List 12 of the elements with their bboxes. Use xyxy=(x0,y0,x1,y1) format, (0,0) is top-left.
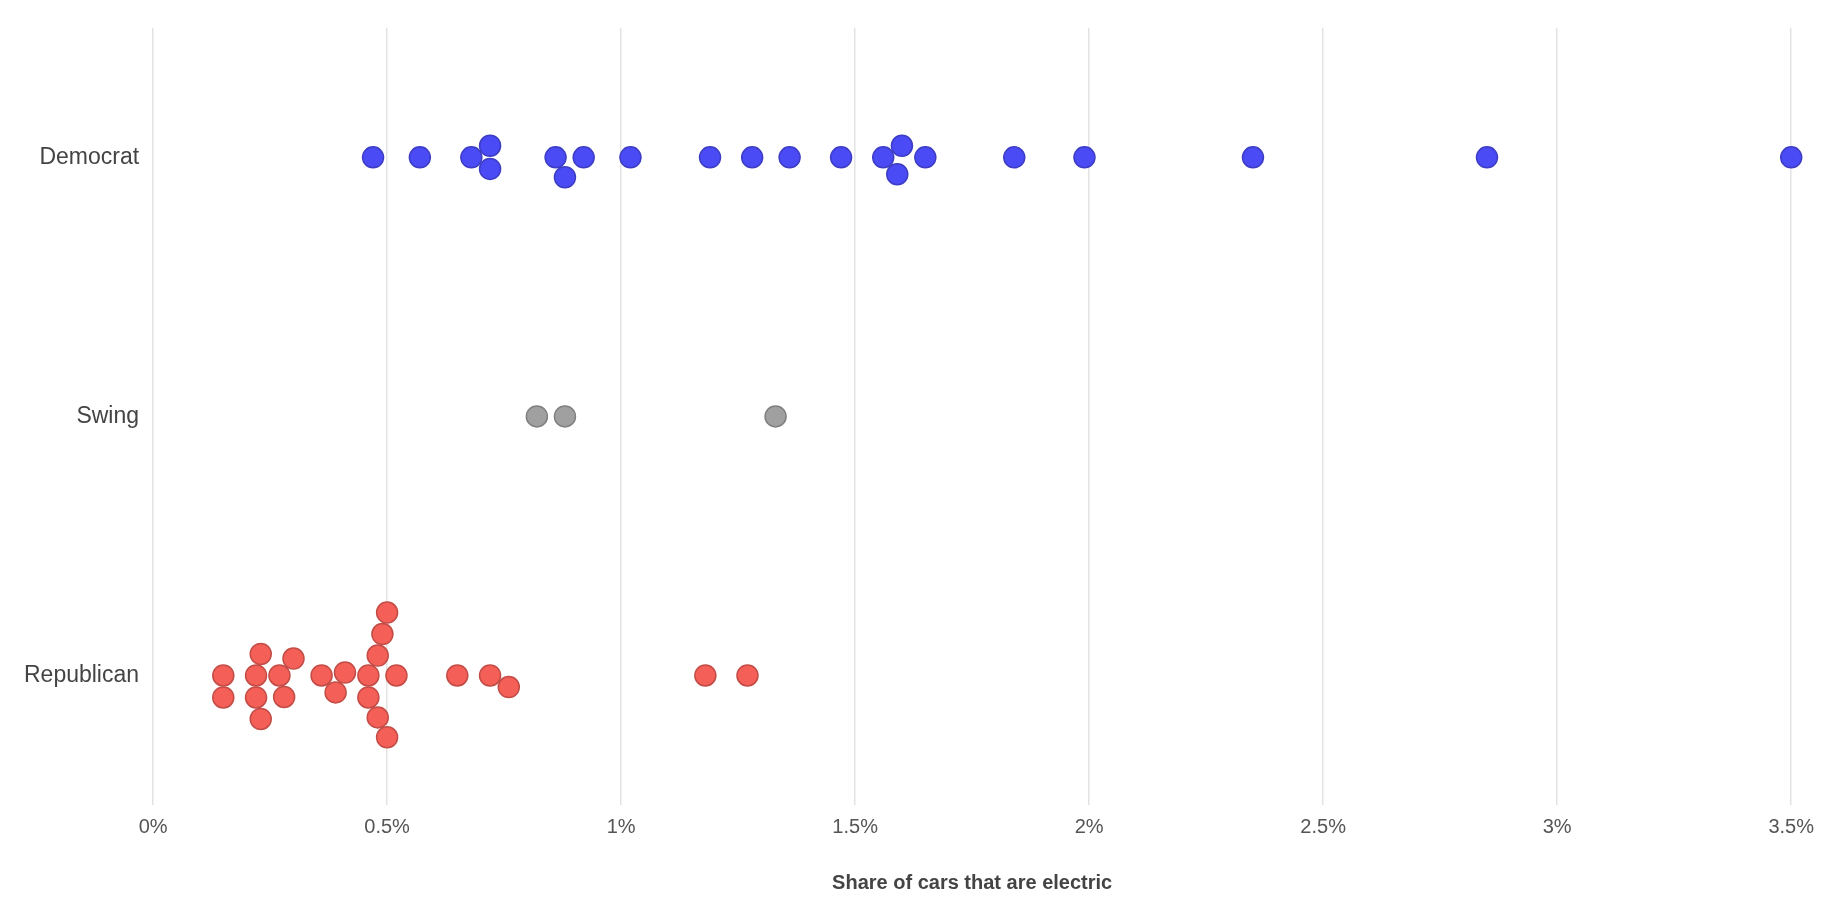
y-tick-label: Republican xyxy=(23,660,140,687)
x-tick-label: 0.5% xyxy=(364,814,411,837)
x-tick-label: 0% xyxy=(138,814,168,837)
x-tick-label: 2% xyxy=(1074,814,1104,837)
x-tick-label: 2.5% xyxy=(1300,814,1347,837)
y-tick-label: Democrat xyxy=(39,142,140,169)
y-tick-label: Swing xyxy=(76,401,140,428)
x-axis-title: Share of cars that are electric xyxy=(832,870,1113,893)
x-tick-label: 1% xyxy=(606,814,636,837)
x-tick-label: 3% xyxy=(1542,814,1572,837)
x-tick-label: 3.5% xyxy=(1768,814,1815,837)
x-tick-label: 1.5% xyxy=(832,814,879,837)
